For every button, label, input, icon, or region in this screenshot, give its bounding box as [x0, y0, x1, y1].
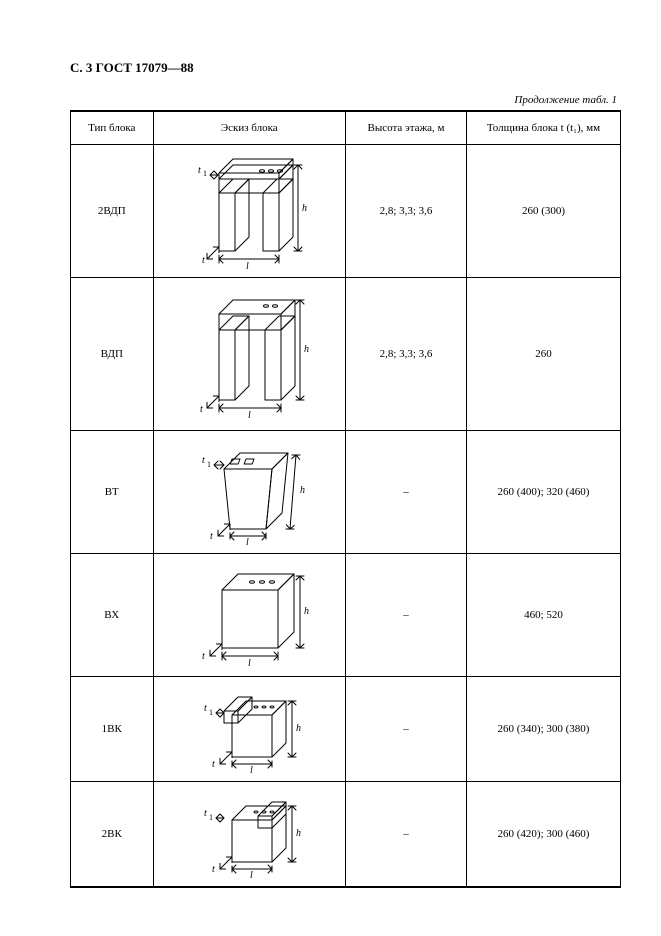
cell-height: –	[346, 782, 467, 888]
svg-text:l: l	[246, 261, 249, 271]
cell-height: 2,8; 3,3; 3,6	[346, 145, 467, 278]
svg-text:1: 1	[209, 813, 213, 822]
svg-text:1: 1	[207, 460, 211, 469]
cell-type: ВХ	[71, 554, 154, 677]
svg-text:l: l	[250, 765, 253, 775]
svg-text:t: t	[204, 703, 207, 714]
svg-text:t: t	[202, 255, 205, 266]
cell-height: –	[346, 677, 467, 782]
cell-type: 2ВК	[71, 782, 154, 888]
svg-text:1: 1	[203, 169, 207, 178]
svg-text:t: t	[202, 651, 205, 662]
cell-thickness: 260 (420); 300 (460)	[467, 782, 621, 888]
svg-text:t: t	[204, 808, 207, 819]
svg-text:h: h	[304, 344, 309, 355]
cell-thickness: 260	[467, 278, 621, 431]
cell-sketch: h l t t1	[153, 145, 346, 278]
cell-thickness: 260 (300)	[467, 145, 621, 278]
svg-text:t: t	[202, 455, 205, 466]
svg-text:h: h	[304, 606, 309, 617]
svg-text:h: h	[302, 203, 307, 214]
cell-sketch: h l t t1	[153, 431, 346, 554]
cell-thickness: 460; 520	[467, 554, 621, 677]
svg-text:h: h	[296, 723, 301, 734]
col-thickness: Толщина блока t (t₁), мм	[467, 111, 621, 145]
svg-text:t: t	[198, 165, 201, 176]
table-row: 1ВК h l t t1–260 (340); 300 (380)	[71, 677, 621, 782]
blocks-table: Тип блока Эскиз блока Высота этажа, м То…	[70, 110, 621, 888]
cell-thickness: 260 (400); 320 (460)	[467, 431, 621, 554]
svg-text:l: l	[250, 870, 253, 880]
svg-text:t: t	[200, 404, 203, 415]
cell-height: –	[346, 431, 467, 554]
table-row: ВДП h l t2,8; 3,3; 3,6260	[71, 278, 621, 431]
cell-type: ВТ	[71, 431, 154, 554]
cell-sketch: h l t	[153, 278, 346, 431]
svg-text:h: h	[296, 828, 301, 839]
cell-sketch: h l t	[153, 554, 346, 677]
cell-sketch: h l t t1	[153, 677, 346, 782]
cell-height: –	[346, 554, 467, 677]
table-row: 2ВДП h l t t12,8; 3,3; 3,6260 (300)	[71, 145, 621, 278]
svg-text:t: t	[212, 864, 215, 875]
cell-height: 2,8; 3,3; 3,6	[346, 278, 467, 431]
svg-text:l: l	[246, 537, 249, 547]
page-header: С. 3 ГОСТ 17079—88	[70, 60, 621, 76]
cell-type: 1ВК	[71, 677, 154, 782]
col-height: Высота этажа, м	[346, 111, 467, 145]
table-row: ВХ h l t–460; 520	[71, 554, 621, 677]
cell-type: 2ВДП	[71, 145, 154, 278]
cell-type: ВДП	[71, 278, 154, 431]
col-sketch: Эскиз блока	[153, 111, 346, 145]
svg-text:l: l	[248, 410, 251, 421]
cell-sketch: h l t t1	[153, 782, 346, 888]
table-row: ВТ h l t t1–260 (400); 320 (460)	[71, 431, 621, 554]
table-caption: Продолжение табл. 1	[70, 94, 621, 106]
col-type: Тип блока	[71, 111, 154, 145]
svg-text:l: l	[248, 658, 251, 669]
cell-thickness: 260 (340); 300 (380)	[467, 677, 621, 782]
svg-text:t: t	[212, 759, 215, 770]
svg-text:1: 1	[209, 708, 213, 717]
table-row: 2ВК h l t t1–260 (420); 300 (460)	[71, 782, 621, 888]
svg-text:t: t	[210, 531, 213, 542]
svg-text:h: h	[300, 485, 305, 496]
